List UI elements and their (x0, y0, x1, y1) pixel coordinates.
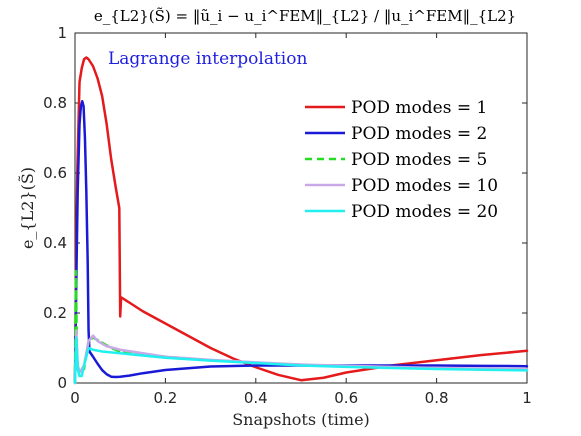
legend-label-4: POD modes = 10 (351, 176, 498, 196)
legend-label-5: POD modes = 20 (351, 202, 498, 222)
series-line-5 (73, 336, 529, 385)
plot-frame (74, 32, 528, 384)
series-layer (73, 56, 529, 385)
y-tick-label: 0.8 (43, 94, 67, 112)
y-tick-label: 0.6 (43, 164, 67, 182)
annotation-text: Lagrange interpolation (108, 49, 307, 69)
y-tick-label: 0 (57, 374, 67, 392)
y-tick-label: 1 (57, 24, 67, 42)
plot-area (74, 32, 528, 384)
legend-label-2: POD modes = 2 (351, 124, 487, 144)
x-axis-label: Snapshots (time) (232, 410, 370, 429)
series-line-1 (73, 56, 529, 385)
x-tick-label: 0.2 (153, 389, 177, 407)
x-tick-label: 0 (70, 389, 80, 407)
y-axis-label: e_{L2}(S̃) (18, 167, 37, 249)
legend: POD modes = 1 POD modes = 2 POD modes = 5 P… (305, 98, 498, 222)
x-tick-label: 0.4 (244, 389, 268, 407)
axis-ticks: 0 0.2 0.4 0.6 0.8 1 0 0.2 0.4 0.6 0.8 1 (43, 24, 532, 407)
legend-label-1: POD modes = 1 (351, 98, 487, 118)
y-tick-label: 0.4 (43, 234, 67, 252)
x-tick-label: 0.8 (425, 389, 449, 407)
x-tick-label: 0.6 (334, 389, 358, 407)
y-tick-label: 0.2 (43, 304, 67, 322)
x-tick-label: 1 (522, 389, 532, 407)
legend-label-3: POD modes = 5 (351, 150, 487, 170)
chart-title: e_{L2}(S̃) = ‖ũ_i − u_i^FEM‖_{L2} / ‖u_i… (94, 7, 516, 25)
